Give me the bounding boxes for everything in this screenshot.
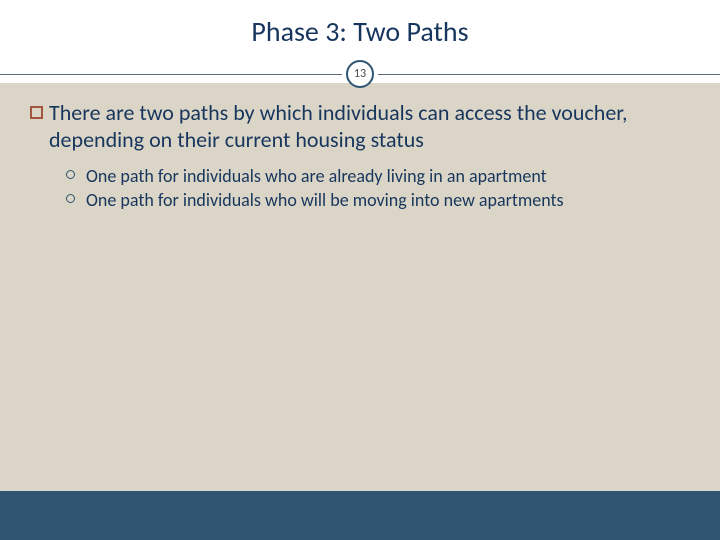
main-bullet-text: There are two paths by which individuals… xyxy=(49,100,690,154)
circle-bullet-icon xyxy=(66,194,75,203)
title-area: Phase 3: Two Paths xyxy=(0,0,720,49)
circle-bullet-icon xyxy=(66,170,75,179)
sub-bullet-text: One path for individuals who are already… xyxy=(86,164,547,188)
main-bullet: There are two paths by which individuals… xyxy=(30,100,690,154)
divider-line-left xyxy=(0,74,342,75)
divider-line-right xyxy=(378,74,720,75)
sub-bullet: One path for individuals who will be mov… xyxy=(66,188,690,212)
sub-bullet: One path for individuals who are already… xyxy=(66,164,690,188)
square-bullet-icon xyxy=(30,106,43,119)
page-number: 13 xyxy=(354,67,366,81)
sub-bullet-text: One path for individuals who will be mov… xyxy=(86,188,564,212)
footer-bar xyxy=(0,491,720,540)
slide: Phase 3: Two Paths 13 There are two path… xyxy=(0,0,720,540)
slide-title: Phase 3: Two Paths xyxy=(0,14,720,49)
content-area: There are two paths by which individuals… xyxy=(30,100,690,212)
divider: 13 xyxy=(0,59,720,89)
sub-bullet-list: One path for individuals who are already… xyxy=(66,164,690,213)
page-number-badge: 13 xyxy=(346,60,374,88)
